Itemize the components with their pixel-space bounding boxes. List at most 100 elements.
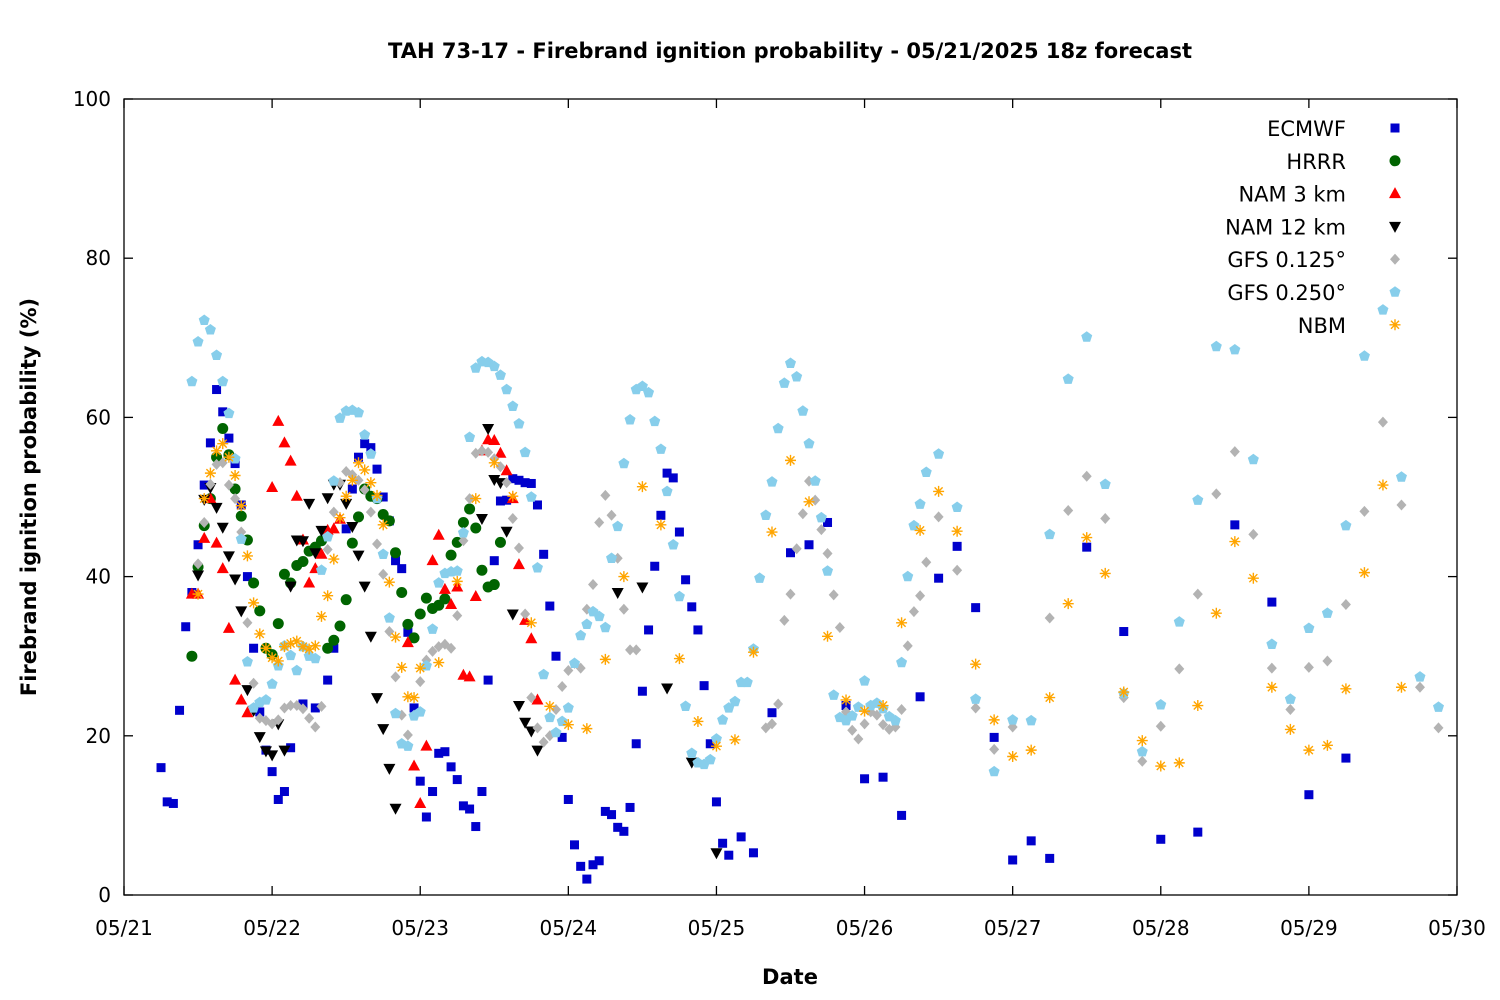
- data-point: [588, 860, 598, 870]
- data-point: [1081, 331, 1093, 342]
- data-point: [1044, 528, 1056, 540]
- data-point: [1008, 855, 1018, 865]
- data-point: [482, 424, 495, 436]
- data-point: [512, 701, 525, 713]
- data-point: [291, 664, 303, 676]
- data-point: [494, 446, 507, 458]
- data-point: [199, 480, 209, 490]
- data-point: [390, 671, 401, 683]
- data-point: [383, 515, 395, 527]
- data-point: [315, 610, 327, 622]
- data-point: [1322, 655, 1333, 667]
- data-point: [563, 794, 573, 804]
- data-point: [340, 594, 352, 606]
- data-point: [710, 740, 722, 752]
- data-point: [508, 474, 518, 484]
- data-point: [834, 622, 845, 634]
- data-point: [1099, 567, 1111, 579]
- data-point: [741, 676, 753, 688]
- data-point: [500, 464, 513, 476]
- data-point: [952, 564, 963, 576]
- data-point: [358, 581, 371, 593]
- data-point: [495, 496, 505, 506]
- data-point: [1156, 834, 1166, 844]
- data-point: [327, 522, 340, 534]
- data-point: [464, 503, 476, 515]
- data-point: [859, 718, 870, 730]
- data-point: [229, 673, 242, 685]
- data-point: [464, 431, 476, 442]
- data-point: [309, 548, 322, 560]
- data-point: [562, 702, 574, 713]
- data-point: [951, 501, 963, 513]
- legend: ECMWF HRRR NAM 3 km NAM 12 km GFS 0.125° GFS …: [1225, 117, 1401, 338]
- data-point: [680, 700, 692, 712]
- data-point: [766, 526, 778, 538]
- data-point: [525, 491, 537, 502]
- data-point: [309, 652, 321, 664]
- data-point: [674, 527, 684, 537]
- data-point: [779, 614, 790, 626]
- y-tick-label: 60: [86, 405, 111, 429]
- data-point: [748, 848, 758, 858]
- data-point: [198, 314, 210, 325]
- data-point: [791, 543, 802, 555]
- data-point: [970, 702, 981, 714]
- data-point: [852, 701, 864, 712]
- data-point: [840, 694, 852, 706]
- data-point: [607, 810, 617, 820]
- data-point: [878, 719, 889, 731]
- data-point: [532, 500, 542, 510]
- data-point: [525, 617, 537, 629]
- data-point: [328, 475, 340, 486]
- data-point: [259, 746, 272, 758]
- legend-label: NAM 12 km: [1225, 215, 1346, 239]
- data-point: [477, 787, 487, 797]
- data-point: [1414, 681, 1425, 693]
- data-point: [414, 608, 426, 620]
- data-point: [248, 677, 259, 689]
- data-point: [396, 587, 408, 599]
- data-point: [329, 643, 339, 653]
- data-point: [310, 703, 320, 713]
- data-point: [366, 443, 376, 453]
- x-tick-label: 05/21: [95, 916, 153, 940]
- data-point: [389, 803, 402, 815]
- data-point: [241, 706, 254, 718]
- data-point: [896, 704, 907, 716]
- data-point: [217, 375, 229, 387]
- data-point: [951, 525, 963, 537]
- data-point: [545, 601, 555, 611]
- data-point: [310, 721, 321, 733]
- data-point: [693, 625, 703, 635]
- data-point: [933, 511, 944, 523]
- data-point: [921, 556, 932, 568]
- data-point: [285, 649, 297, 661]
- legend-marker: [1389, 221, 1401, 233]
- data-point: [1025, 744, 1037, 756]
- data-point: [365, 477, 377, 489]
- data-point: [724, 850, 734, 860]
- data-point: [531, 693, 544, 705]
- data-point: [915, 590, 926, 602]
- data-point: [636, 481, 648, 493]
- data-point: [1247, 453, 1259, 465]
- data-point: [1044, 612, 1055, 624]
- data-point: [1433, 722, 1444, 734]
- legend-label: HRRR: [1286, 150, 1346, 174]
- data-point: [297, 641, 309, 653]
- data-point: [1284, 723, 1296, 735]
- data-point: [704, 753, 716, 765]
- data-point: [364, 631, 377, 643]
- data-point: [754, 572, 766, 583]
- data-point: [391, 556, 401, 566]
- data-point: [445, 549, 457, 561]
- data-point: [359, 429, 371, 440]
- data-point: [711, 797, 721, 807]
- data-point: [409, 703, 419, 713]
- data-point: [519, 717, 532, 729]
- data-point: [216, 522, 229, 534]
- data-point: [223, 451, 235, 463]
- data-point: [1211, 488, 1222, 500]
